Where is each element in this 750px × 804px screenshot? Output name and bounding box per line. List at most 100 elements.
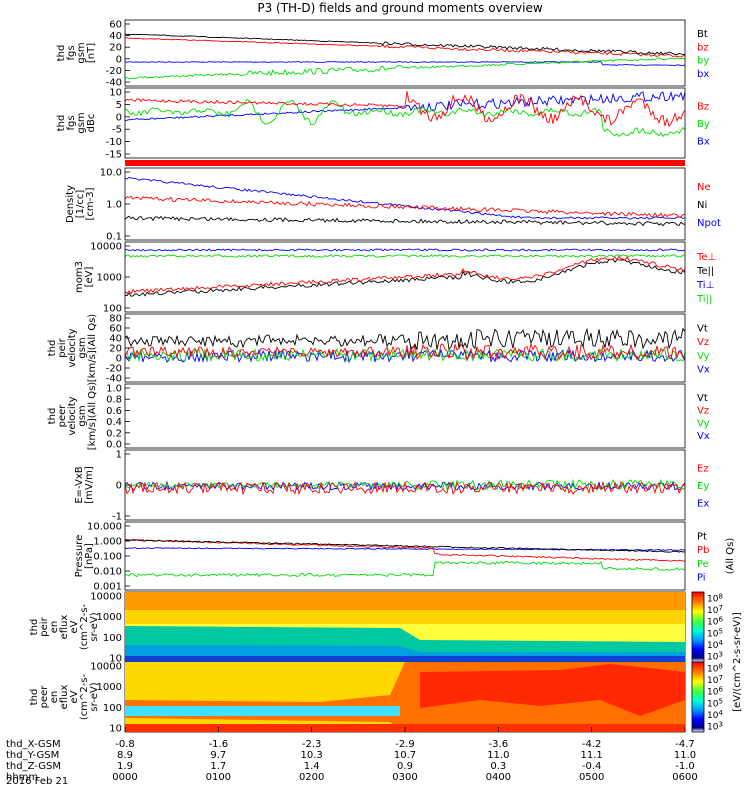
- y-tick-label: 1.0: [106, 200, 122, 211]
- colorbar-tick-base: 10: [707, 665, 719, 675]
- legend-Bz: Bz: [697, 102, 709, 113]
- colorbar-tick-label: 106: [707, 686, 723, 698]
- x-row-value: 0500: [579, 772, 604, 783]
- panels: 6040200-20-40thdfgsgsm[nT]Btbzbybx1050-5…: [29, 20, 736, 735]
- y-tick-label: 0.010: [93, 567, 122, 578]
- colorbar-tick-exponent: 3: [718, 721, 722, 729]
- legend-By: By: [697, 119, 710, 130]
- panel-4: 10000 1000 100 mom3[eV] Te⊥ Te|| Ti⊥ Ti||: [74, 242, 716, 315]
- colorbar-tick-exponent: 5: [718, 697, 722, 705]
- y-axis-label-line: gsm: [77, 337, 88, 358]
- x-row-value: 10.3: [301, 750, 323, 761]
- panel-6: 1.00.80.60.40.20.0 thdpeervelocitygsm[km/…: [47, 382, 710, 451]
- y-axis-label: Density[1/cc][cm-3]: [65, 185, 96, 223]
- x-row-value: -1.0: [675, 761, 695, 772]
- colorbar-tick-exponent: 6: [718, 616, 723, 624]
- y-axis-label-line: gsm: [77, 405, 88, 426]
- colorbar-tick-label: 108: [707, 663, 723, 675]
- y-tick-label: 60: [109, 20, 122, 31]
- colorbar-tick-label: 105: [707, 697, 723, 709]
- colorbar-tick-label: 106: [707, 616, 723, 628]
- colorbar-tick-base: 10: [707, 606, 719, 616]
- x-row-value: -4.7: [675, 739, 695, 750]
- y-axis-label-line: [cm-3]: [85, 187, 96, 220]
- legend-Vt: Vt: [697, 393, 708, 404]
- y-axis-label: Pressure[nPa]: [74, 535, 95, 578]
- y-axis-label-line: fgs: [66, 45, 77, 60]
- legend-Ez: Ez: [697, 464, 709, 475]
- colorbar-tick-base: 10: [707, 711, 719, 721]
- y-tick-label: 10: [109, 724, 122, 735]
- y-axis-label-line: gsm: [76, 112, 87, 133]
- y-tick-label: -1: [112, 512, 122, 523]
- y-axis-label-line: gsm: [76, 42, 87, 63]
- y-tick-label: 10.000: [87, 522, 122, 533]
- y-tick-label: 10: [109, 654, 122, 665]
- y-axis-label-line: peer: [57, 404, 68, 428]
- series-Te||-trace: [124, 258, 686, 297]
- y-axis-label-line: [eV]: [84, 267, 95, 288]
- y-tick-label: 10000: [90, 662, 122, 673]
- colorbar-tick-base: 10: [707, 676, 719, 686]
- x-row-value: -4.2: [582, 739, 602, 750]
- legend-Ne: Ne: [697, 182, 711, 193]
- y-tick-label: 1.000: [93, 537, 122, 548]
- colorbar-tick-exponent: 6: [718, 686, 723, 694]
- y-axis-label: E=-VxB[mV/m]: [74, 466, 95, 504]
- colorbar-tick-base: 10: [707, 618, 719, 628]
- panel-frame: [124, 19, 686, 87]
- x-row-value: 11.0: [674, 750, 696, 761]
- y-axis-label-line: peir: [39, 616, 50, 636]
- legend-Te||: Te||: [696, 266, 714, 277]
- colorbar-tick-base: 10: [707, 688, 719, 698]
- series-Vz-trace: [124, 342, 686, 362]
- y-tick-label: -10: [106, 137, 122, 148]
- panel-8: 10.0001.0000.1000.0100.001Pressure[nPa]P…: [74, 522, 736, 593]
- series-bz-trace: [124, 37, 686, 58]
- y-tick-label: 0.0: [106, 440, 122, 451]
- y-tick-label: 1000: [97, 612, 122, 623]
- colorbar-tick-exponent: 8: [718, 593, 722, 601]
- y-tick-label: 100: [103, 633, 122, 644]
- colorbar-label: [eV/(cm^2-s-sr-eV)]: [732, 612, 743, 712]
- plot-title: P3 (TH-D) fields and ground moments over…: [257, 1, 542, 15]
- colorbar-tick-label: 105: [707, 627, 723, 639]
- y-tick-label: 10.0: [100, 168, 122, 179]
- colorbar-tick-base: 10: [707, 653, 719, 663]
- y-axis-label-line: [nPa]: [84, 543, 95, 569]
- x-row-value: 0600: [672, 772, 697, 783]
- y-tick-label: 0: [116, 54, 122, 65]
- series-By-trace: [124, 98, 686, 138]
- series-Ne-trace: [124, 195, 686, 219]
- x-row-label: thd_Y-GSM: [6, 750, 59, 761]
- y-axis-label-line: eV: [69, 690, 80, 703]
- y-axis-label-line: [mV/m]: [84, 466, 95, 504]
- x-row-label: hhmm: [6, 772, 38, 783]
- x-row-label: thd_X-GSM: [6, 739, 61, 750]
- x-row-value: 11.0: [487, 750, 509, 761]
- y-tick-label: 0.001: [93, 582, 122, 593]
- series-Bt-trace: [124, 33, 686, 56]
- y-tick-label: 1.0: [106, 384, 122, 395]
- panel-frame: [124, 87, 686, 159]
- x-row-value: 8.9: [117, 750, 133, 761]
- x-row-value: 10.7: [394, 750, 416, 761]
- x-row-value: 9.7: [210, 750, 226, 761]
- y-axis-label-line: E=-VxB: [74, 466, 85, 503]
- y-tick-label: 1: [116, 450, 122, 461]
- legend-Vt: Vt: [697, 324, 708, 335]
- spectrogram-ion-mid: [125, 610, 685, 624]
- x-row-value: 0300: [392, 772, 417, 783]
- x-row-value: 0.9: [397, 761, 413, 772]
- x-row-value: 1.4: [304, 761, 320, 772]
- y-tick-label: 40: [109, 31, 122, 42]
- colorbar-tick-base: 10: [707, 699, 719, 709]
- y-axis-label-line: thd: [56, 45, 67, 62]
- y-tick-label: -5: [112, 125, 122, 136]
- spectrogram-electron-cold: [125, 706, 400, 716]
- side-label: (All Qs): [725, 538, 736, 575]
- y-tick-label: -15: [106, 150, 122, 161]
- y-axis-label: thdfgsgsm[nT]: [56, 42, 97, 63]
